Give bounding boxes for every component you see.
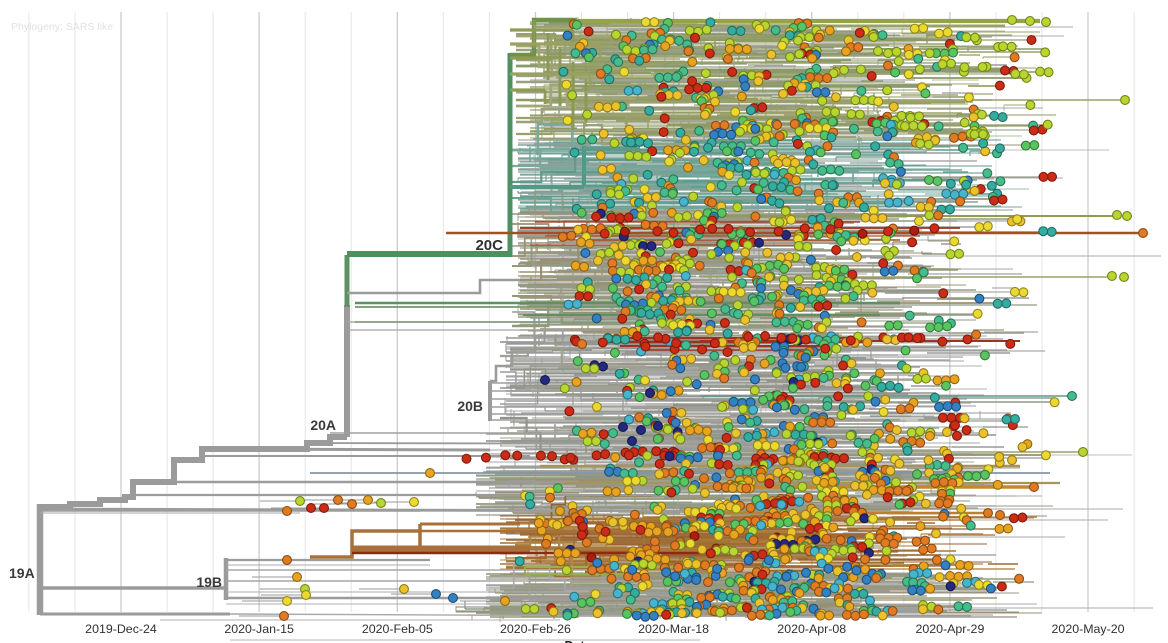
svg-text:19B: 19B	[196, 574, 222, 590]
svg-text:2020-Apr-08: 2020-Apr-08	[777, 622, 846, 636]
svg-text:20C: 20C	[475, 237, 503, 254]
svg-text:2020-Feb-26: 2020-Feb-26	[500, 622, 571, 636]
svg-text:2020-May-20: 2020-May-20	[1052, 622, 1125, 636]
svg-text:20B: 20B	[457, 398, 483, 414]
svg-text:2020-Jan-15: 2020-Jan-15	[224, 622, 294, 636]
svg-text:Date: Date	[564, 639, 591, 643]
svg-text:2020-Apr-29: 2020-Apr-29	[915, 622, 984, 636]
svg-text:Phylogeny: SARS like: Phylogeny: SARS like	[11, 21, 113, 33]
svg-text:20A: 20A	[310, 417, 336, 433]
svg-text:2020-Feb-05: 2020-Feb-05	[362, 622, 433, 636]
svg-text:2019-Dec-24: 2019-Dec-24	[85, 622, 157, 636]
svg-text:2020-Mar-18: 2020-Mar-18	[638, 622, 709, 636]
svg-text:19A: 19A	[9, 565, 35, 581]
